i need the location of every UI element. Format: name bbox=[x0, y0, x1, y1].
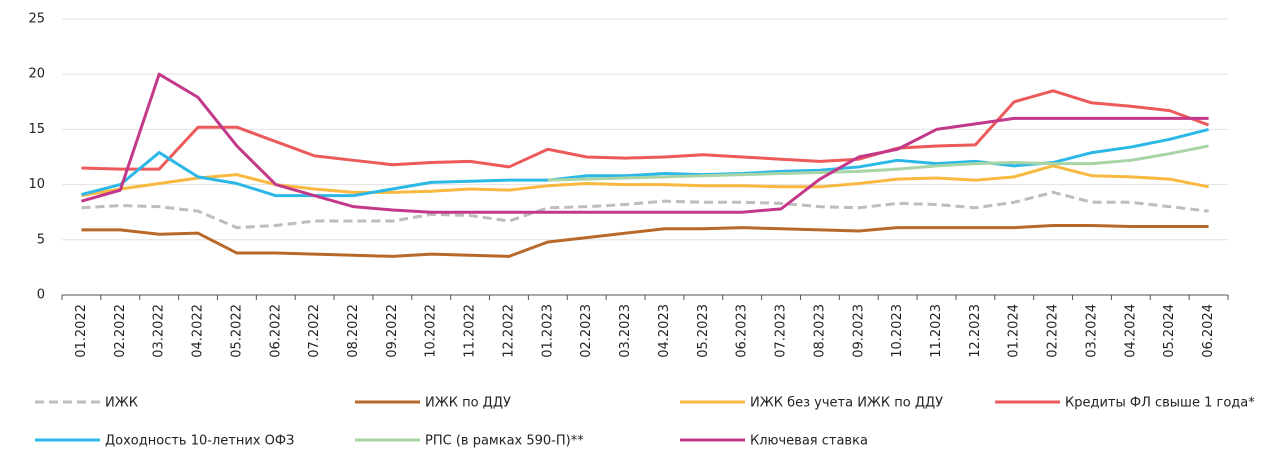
y-tick-label: 10 bbox=[28, 177, 45, 192]
x-tick-label: 06.2022 bbox=[268, 304, 283, 358]
x-tick-label: 04.2024 bbox=[1123, 304, 1138, 358]
legend-label: Кредиты ФЛ свыше 1 года* bbox=[1065, 396, 1255, 411]
y-tick-label: 5 bbox=[37, 232, 45, 247]
legend-label: Ключевая ставка bbox=[750, 434, 868, 449]
x-tick-label: 01.2024 bbox=[1007, 304, 1022, 358]
x-tick-label: 03.2023 bbox=[618, 304, 633, 358]
y-tick-label: 20 bbox=[28, 67, 45, 82]
x-tick-label: 11.2022 bbox=[463, 304, 478, 358]
legend-label: РПС (в рамках 590-П)** bbox=[425, 434, 584, 449]
x-tick-label: 03.2022 bbox=[152, 304, 167, 358]
x-tick-label: 09.2023 bbox=[851, 304, 866, 358]
x-tick-label: 02.2023 bbox=[579, 304, 594, 358]
x-tick-label: 12.2022 bbox=[501, 304, 516, 358]
series-line bbox=[81, 223, 1209, 258]
x-tick-label: 12.2023 bbox=[968, 304, 983, 358]
x-tick-label: 04.2022 bbox=[191, 304, 206, 358]
x-tick-label: 11.2023 bbox=[929, 304, 944, 358]
x-tick-label: 01.2023 bbox=[540, 304, 555, 358]
x-tick-label: 06.2023 bbox=[735, 304, 750, 358]
x-tick-label: 01.2022 bbox=[74, 304, 89, 358]
x-tick-label: 02.2022 bbox=[113, 304, 128, 358]
series-line bbox=[81, 89, 1210, 171]
x-tick-label: 10.2022 bbox=[424, 304, 439, 358]
series-line bbox=[547, 144, 1209, 182]
series-line bbox=[81, 72, 1209, 214]
legend-label: ИЖК bbox=[105, 396, 138, 411]
x-tick-label: 07.2022 bbox=[307, 304, 322, 358]
y-tick-label: 15 bbox=[28, 122, 45, 137]
x-tick-label: 05.2023 bbox=[696, 304, 711, 358]
legend-label: ИЖК без учета ИЖК по ДДУ bbox=[750, 396, 943, 411]
series-line bbox=[81, 164, 1209, 198]
x-tick-label: 05.2024 bbox=[1162, 304, 1177, 358]
x-tick-label: 08.2022 bbox=[346, 304, 361, 358]
x-tick-label: 07.2023 bbox=[774, 304, 789, 358]
x-tick-label: 10.2023 bbox=[890, 304, 905, 358]
y-tick-label: 0 bbox=[37, 288, 45, 303]
legend-label: Доходность 10-летних ОФЗ bbox=[105, 434, 294, 449]
x-tick-label: 08.2023 bbox=[812, 304, 827, 358]
x-tick-label: 06.2024 bbox=[1201, 304, 1216, 358]
x-tick-label: 04.2023 bbox=[657, 304, 672, 358]
x-tick-label: 02.2024 bbox=[1046, 304, 1061, 358]
series-line bbox=[81, 127, 1209, 198]
legend-label: ИЖК по ДДУ bbox=[425, 396, 511, 411]
x-tick-label: 09.2022 bbox=[385, 304, 400, 358]
x-tick-label: 05.2022 bbox=[229, 304, 244, 358]
series-line bbox=[81, 190, 1209, 230]
x-tick-label: 03.2024 bbox=[1084, 304, 1099, 358]
y-tick-label: 25 bbox=[28, 12, 45, 27]
